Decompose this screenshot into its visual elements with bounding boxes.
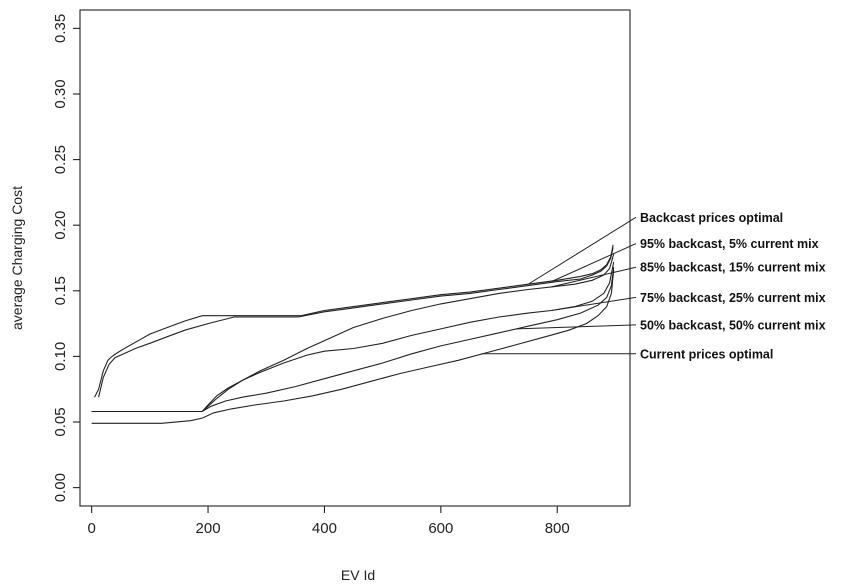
y-tick-label: 0.00 [52, 473, 69, 502]
y-tick-label: 0.10 [52, 342, 69, 371]
x-tick-label: 400 [312, 520, 337, 537]
legend: Backcast prices optimal 95% backcast, 5% … [481, 211, 826, 361]
series-lines [91, 244, 615, 424]
series-line-1 [94, 244, 614, 398]
y-tick-label: 0.20 [52, 211, 69, 240]
legend-label: Backcast prices optimal [640, 211, 783, 225]
y-axis-title: average Charging Cost [9, 186, 25, 330]
y-tick-label: 0.30 [52, 79, 69, 108]
legend-label: 85% backcast, 15% current mix [640, 261, 826, 275]
plot-frame [79, 9, 631, 507]
series-line-5 [91, 267, 615, 413]
legend-leader-line [516, 324, 637, 330]
y-tick-label: 0.35 [52, 14, 69, 43]
legend-leader-line [527, 216, 637, 285]
x-tick-label: 0 [87, 520, 95, 537]
legend-leader-line [551, 296, 637, 311]
legend-label: 95% backcast, 5% current mix [640, 237, 819, 251]
legend-label: 75% backcast, 25% current mix [640, 291, 826, 305]
legend-leader-line [551, 243, 637, 283]
series-line-4 [91, 261, 615, 413]
y-tick-label: 0.15 [52, 276, 69, 305]
legend-label: Current prices optimal [640, 347, 773, 361]
y-axis: 0.00 0.05 0.10 0.15 0.20 0.25 0.30 0.35 [52, 14, 80, 502]
series-line-3 [91, 253, 615, 413]
y-tick-label: 0.25 [52, 145, 69, 174]
legend-leader-line [551, 266, 637, 288]
x-tick-label: 600 [428, 520, 453, 537]
series-line-2 [98, 247, 614, 398]
y-tick-label: 0.05 [52, 407, 69, 436]
x-axis-title: EV Id [341, 567, 375, 583]
x-axis: 0 200 400 600 800 [87, 506, 570, 537]
x-tick-label: 800 [545, 520, 570, 537]
legend-label: 50% backcast, 50% current mix [640, 318, 826, 332]
series-line-6 [91, 269, 615, 424]
x-tick-label: 200 [196, 520, 221, 537]
